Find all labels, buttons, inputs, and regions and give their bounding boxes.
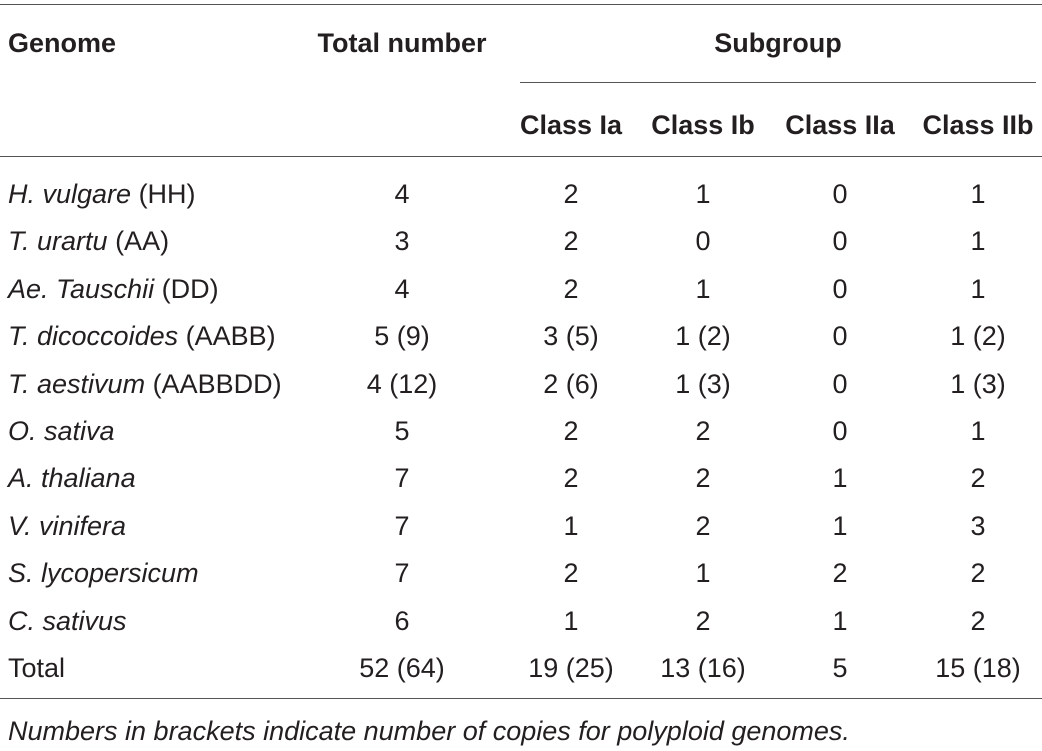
table-cell: 2 — [695, 416, 711, 446]
table-cell: 0 — [832, 416, 848, 446]
table-cell: 52 (64) — [359, 653, 445, 683]
row-label: T. dicoccoides (AABB) — [8, 323, 276, 350]
table-cell: 7 — [394, 463, 410, 493]
table-cell: 2 — [695, 511, 711, 541]
table-cell: 1 — [695, 179, 711, 209]
row-label: C. sativus — [8, 608, 127, 635]
species-name: V. vinifera — [8, 511, 127, 541]
header-bottom-rule — [0, 156, 1042, 157]
table-cell: 2 — [970, 606, 986, 636]
table-cell: 4 (12) — [366, 369, 438, 399]
header-subgroup: Subgroup — [714, 28, 842, 58]
table-bottom-rule — [0, 698, 1042, 699]
table-cell: 19 (25) — [528, 653, 614, 683]
row-label: A. thaliana — [8, 465, 136, 492]
table-cell: 0 — [832, 321, 848, 351]
row-label: T. urartu (AA) — [8, 228, 169, 255]
table-cell: 1 — [563, 511, 579, 541]
table-cell: 1 — [970, 274, 986, 304]
table-cell: 2 — [563, 226, 579, 256]
table-cell: 1 — [970, 416, 986, 446]
table-cell: 2 — [563, 463, 579, 493]
table-cell: 2 — [970, 463, 986, 493]
table-cell: 2 — [970, 558, 986, 588]
table-cell: 1 — [832, 463, 848, 493]
species-name: Ae. Tauschii — [8, 274, 155, 304]
table-cell: 0 — [832, 226, 848, 256]
table-cell: 2 — [563, 274, 579, 304]
table-cell: 2 — [832, 558, 848, 588]
table-cell: 5 (9) — [374, 321, 430, 351]
species-name: C. sativus — [8, 606, 127, 636]
table-cell: 1 — [832, 606, 848, 636]
table-cell: 2 — [563, 416, 579, 446]
table-cell: 1 (3) — [950, 369, 1006, 399]
table-cell: 4 — [394, 274, 410, 304]
table-cell: 3 — [394, 226, 410, 256]
species-name: H. vulgare — [8, 179, 132, 209]
species-name: T. aestivum — [8, 369, 146, 399]
top-rule — [0, 4, 1042, 5]
table-cell: 15 (18) — [935, 653, 1021, 683]
table-cell: 5 — [832, 653, 848, 683]
table-cell: 0 — [832, 274, 848, 304]
table-cell: 1 — [832, 511, 848, 541]
header-class-ib: Class Ib — [651, 110, 755, 140]
table-cell: 2 — [563, 179, 579, 209]
table-cell: 7 — [394, 558, 410, 588]
table-cell: 2 — [563, 558, 579, 588]
species-name: T. urartu — [8, 226, 108, 256]
table-cell: 2 (6) — [543, 369, 599, 399]
row-label: Ae. Tauschii (DD) — [8, 276, 219, 303]
species-name: S. lycopersicum — [8, 558, 199, 588]
header-class-iia: Class IIa — [785, 110, 895, 140]
row-label: Total — [8, 653, 66, 683]
row-label: H. vulgare (HH) — [8, 181, 196, 208]
table-cell: 0 — [695, 226, 711, 256]
genome-type: (AA) — [107, 226, 170, 256]
table-cell: 1 — [695, 558, 711, 588]
genome-type: (AABBDD) — [145, 369, 282, 399]
row-label: O. sativa — [8, 418, 115, 445]
table-cell: 1 (2) — [675, 321, 731, 351]
header-class-iib: Class IIb — [922, 110, 1034, 140]
row-label: T. aestivum (AABBDD) — [8, 371, 282, 398]
table-cell: 4 — [394, 179, 410, 209]
header-class-ia: Class Ia — [519, 110, 623, 140]
table-cell: 6 — [394, 606, 410, 636]
table-cell: 3 (5) — [543, 321, 599, 351]
table-cell: 2 — [695, 463, 711, 493]
table-cell: 1 (2) — [950, 321, 1006, 351]
species-name: O. sativa — [8, 416, 115, 446]
row-label: V. vinifera — [8, 513, 126, 540]
table-cell: 13 (16) — [660, 653, 746, 683]
table-cell: 7 — [394, 511, 410, 541]
table-cell: 1 — [970, 179, 986, 209]
subgroup-rule — [520, 82, 1036, 83]
table-cell: 1 — [970, 226, 986, 256]
table-cell: 0 — [832, 179, 848, 209]
header-total-number: Total number — [317, 28, 487, 58]
species-name: A. thaliana — [8, 463, 136, 493]
genome-type: (HH) — [131, 179, 196, 209]
table-cell: 1 — [563, 606, 579, 636]
table-cell: 2 — [695, 606, 711, 636]
header-genome: Genome — [8, 28, 117, 58]
table-cell: 3 — [970, 511, 986, 541]
table-cell: 1 — [695, 274, 711, 304]
table-cell: 5 — [394, 416, 410, 446]
row-label: S. lycopersicum — [8, 560, 199, 587]
genome-type: (AABB) — [178, 321, 276, 351]
table-cell: 1 (3) — [675, 369, 731, 399]
table-cell: 0 — [832, 369, 848, 399]
species-name: T. dicoccoides — [8, 321, 179, 351]
footnote: Numbers in brackets indicate number of c… — [8, 716, 850, 746]
genome-type: (DD) — [154, 274, 219, 304]
